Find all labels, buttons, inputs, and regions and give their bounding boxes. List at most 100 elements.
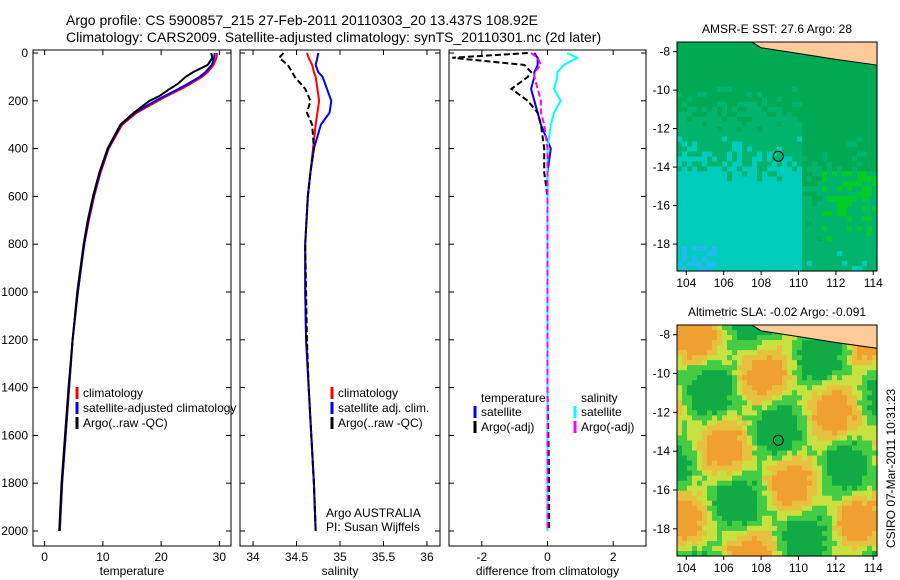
map-cell bbox=[772, 355, 778, 361]
map-cell bbox=[807, 141, 813, 148]
map-cell bbox=[807, 375, 813, 381]
map-cell bbox=[807, 370, 813, 376]
map-cell bbox=[717, 350, 723, 356]
map-cell bbox=[857, 350, 863, 356]
map-cell bbox=[737, 425, 743, 432]
map-cell bbox=[787, 405, 793, 411]
map-cell bbox=[682, 211, 688, 217]
map-cell bbox=[692, 126, 698, 133]
map-cell bbox=[787, 236, 793, 242]
map-cell bbox=[682, 430, 688, 437]
map-cell bbox=[687, 530, 693, 537]
map-cell bbox=[752, 161, 758, 168]
map-cell bbox=[812, 530, 818, 537]
map-cell bbox=[837, 365, 843, 371]
map-cell bbox=[697, 76, 703, 83]
map-cell bbox=[852, 131, 858, 138]
map-cell bbox=[827, 106, 833, 113]
map-cell bbox=[807, 251, 813, 257]
map-cell bbox=[752, 226, 758, 232]
map-cell bbox=[867, 440, 873, 447]
map-cell bbox=[767, 535, 773, 542]
map-cell bbox=[842, 485, 848, 492]
map-cell bbox=[832, 535, 838, 542]
map-cell bbox=[772, 500, 778, 507]
map-cell bbox=[782, 146, 788, 153]
map-cell bbox=[752, 530, 758, 537]
map-cell bbox=[722, 425, 728, 432]
map-cell bbox=[867, 176, 873, 182]
map-cell bbox=[687, 355, 693, 361]
map-cell bbox=[772, 216, 778, 222]
map-cell bbox=[847, 146, 853, 153]
map-cell bbox=[767, 261, 773, 267]
map-cell bbox=[802, 530, 808, 537]
map-cell bbox=[837, 345, 843, 351]
map-cell bbox=[697, 66, 703, 73]
map-cell bbox=[717, 121, 723, 128]
map-cell bbox=[727, 101, 733, 108]
map-cell bbox=[677, 500, 683, 507]
map-cell bbox=[862, 370, 868, 376]
map-cell bbox=[682, 201, 688, 207]
map-cell bbox=[692, 520, 698, 527]
map-cell bbox=[792, 161, 798, 168]
map-cell bbox=[732, 350, 738, 356]
map-cell bbox=[802, 241, 808, 247]
map-cell bbox=[717, 246, 723, 252]
map-cell bbox=[727, 226, 733, 232]
map-cell bbox=[862, 435, 868, 442]
map-cell bbox=[807, 380, 813, 386]
map-cell bbox=[707, 226, 713, 232]
map-cell bbox=[832, 430, 838, 437]
map-cell bbox=[822, 156, 828, 163]
map-cell bbox=[822, 490, 828, 497]
map-cell bbox=[677, 151, 683, 158]
map-cell bbox=[682, 131, 688, 138]
map-cell bbox=[822, 545, 828, 552]
map-cell bbox=[867, 395, 873, 401]
map-cell bbox=[857, 460, 863, 467]
map-cell bbox=[852, 385, 858, 391]
map-cell bbox=[852, 485, 858, 492]
map-cell bbox=[722, 266, 728, 272]
map-cell bbox=[837, 485, 843, 492]
map-cell bbox=[757, 206, 763, 212]
map-cell bbox=[697, 146, 703, 153]
map-cell bbox=[712, 425, 718, 432]
map-cell bbox=[762, 340, 768, 346]
map-cell bbox=[767, 380, 773, 386]
map-cell bbox=[782, 106, 788, 113]
map-cell bbox=[787, 171, 793, 178]
map-cell bbox=[857, 186, 863, 192]
map-cell bbox=[852, 435, 858, 442]
map-cell bbox=[872, 196, 878, 202]
map-cell bbox=[697, 176, 703, 182]
map-cell bbox=[802, 540, 808, 547]
map-cell bbox=[742, 181, 748, 187]
map-cell bbox=[872, 241, 878, 247]
map-cell bbox=[687, 495, 693, 502]
map-cell bbox=[692, 395, 698, 401]
map-cell bbox=[757, 340, 763, 346]
map-cell bbox=[812, 440, 818, 447]
map-cell bbox=[862, 405, 868, 411]
map-cell bbox=[692, 42, 698, 48]
map-cell bbox=[737, 375, 743, 381]
map-cell bbox=[682, 161, 688, 168]
map-cell bbox=[707, 216, 713, 222]
map-cell bbox=[677, 51, 683, 58]
map-cell bbox=[817, 415, 823, 422]
map-cell bbox=[767, 470, 773, 477]
map-cell bbox=[712, 96, 718, 103]
map-cell bbox=[807, 360, 813, 366]
map-cell bbox=[792, 81, 798, 88]
map-cell bbox=[817, 121, 823, 128]
map-cell bbox=[822, 121, 828, 128]
map-cell bbox=[687, 475, 693, 482]
map-cell bbox=[787, 335, 793, 341]
map-cell bbox=[702, 520, 708, 527]
map-cell bbox=[782, 221, 788, 227]
map-cell bbox=[717, 116, 723, 123]
y-tick-label: -12 bbox=[653, 122, 671, 136]
